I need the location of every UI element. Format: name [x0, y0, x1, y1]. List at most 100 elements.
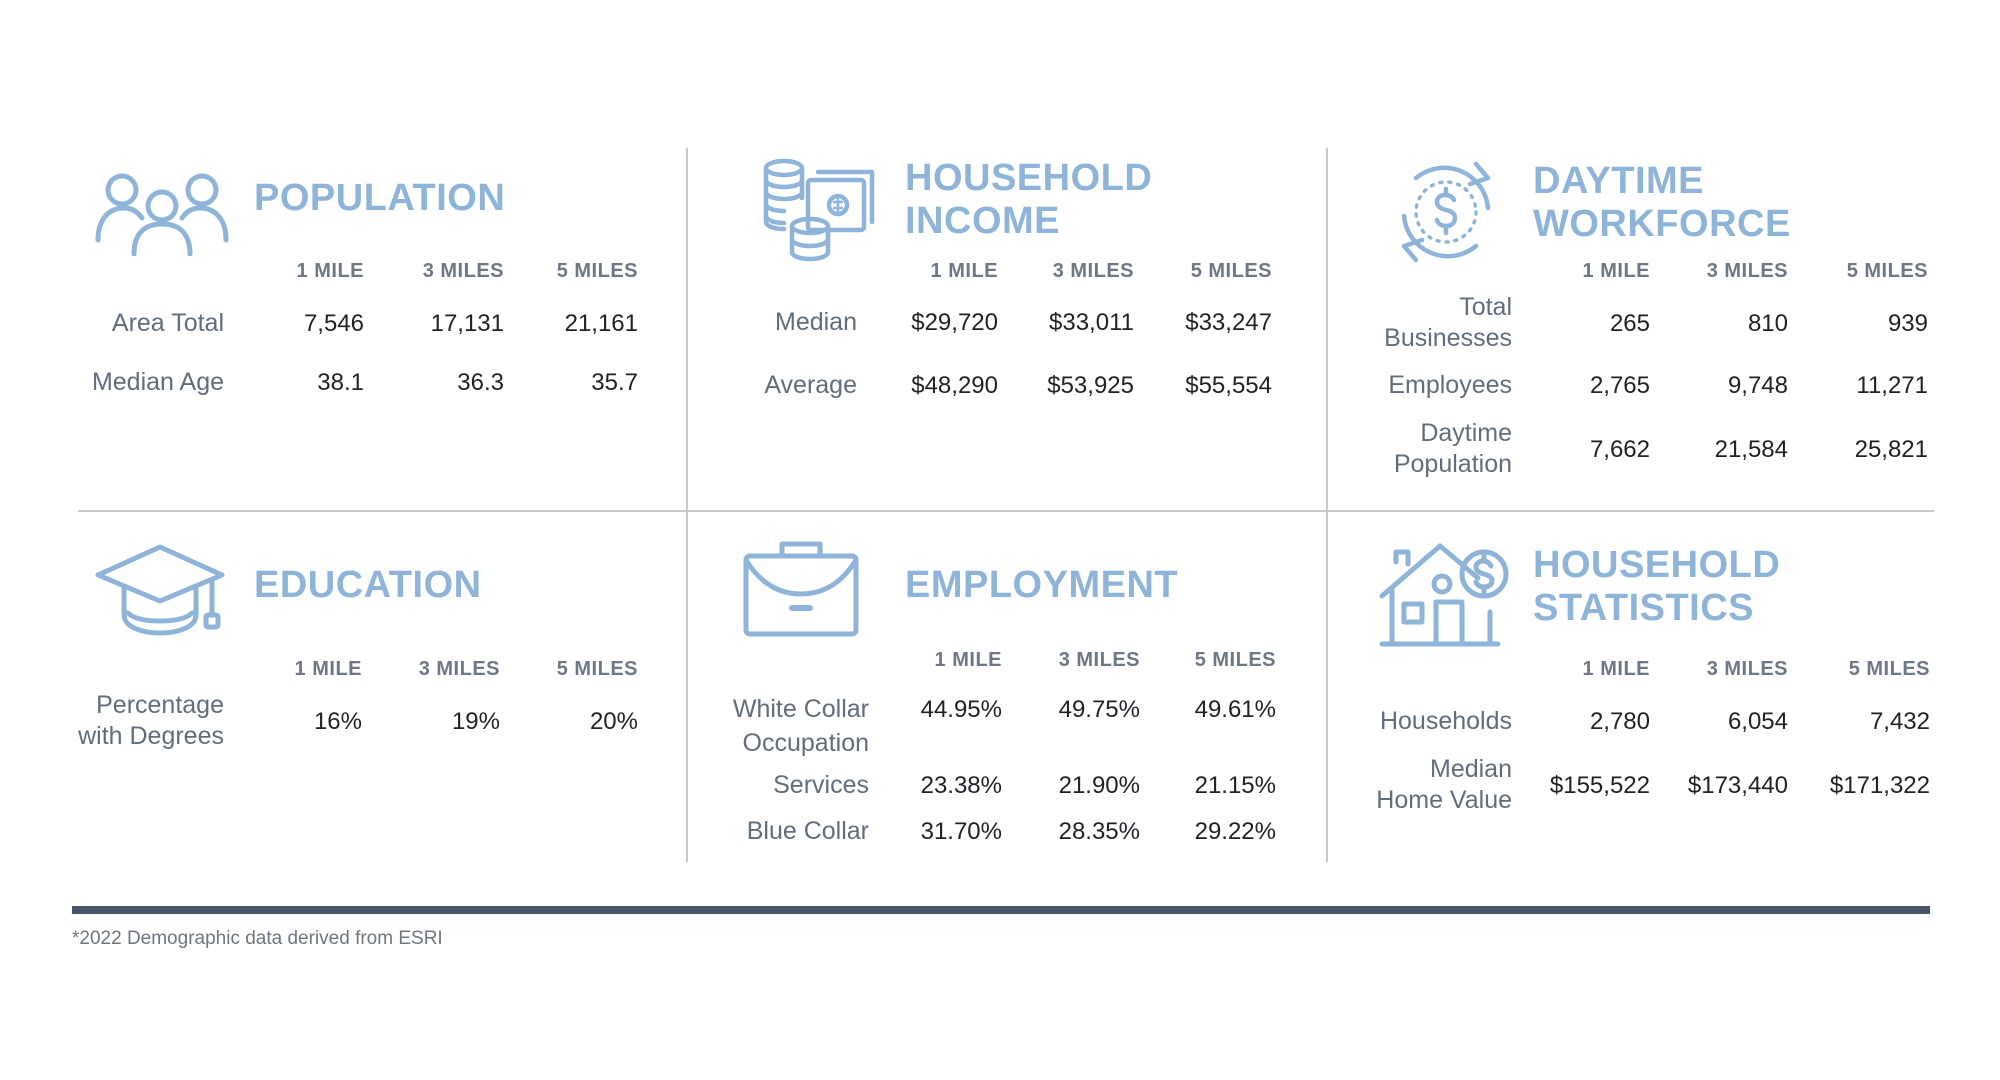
employment-header-5miles: 5 MILES [1194, 649, 1276, 671]
education-value: 19% [451, 708, 500, 735]
workforce-value: 265 [1609, 310, 1650, 337]
education-header-3miles: 3 MILES [418, 658, 500, 680]
workforce-value: 7,662 [1589, 436, 1650, 463]
employment-header-3miles: 3 MILES [1058, 649, 1140, 671]
employment-row-label: Services [649, 770, 869, 801]
population-value: 36.3 [457, 369, 504, 396]
employment-row-label-line: Occupation [742, 729, 869, 757]
employment-value: 49.75% [1058, 696, 1140, 723]
workforce-row-label-line: Employees [1388, 371, 1512, 399]
education-row-label: Percentage with Degrees [4, 690, 224, 752]
household-stats-title-line2: STATISTICS [1533, 587, 1755, 629]
household-stats-row-label: Median Home Value [1292, 754, 1512, 816]
population-value: 38.1 [317, 369, 364, 396]
household-stats-header-1mile: 1 MILE [1582, 658, 1650, 680]
workforce-row-label-line: Daytime [1420, 419, 1512, 447]
employment-value: 21.90% [1058, 772, 1140, 799]
employment-value: 21.15% [1194, 772, 1276, 799]
workforce-row-label: Employees [1292, 370, 1512, 401]
household-stats-row-label-line: Households [1379, 707, 1512, 735]
workforce-header-5miles: 5 MILES [1846, 260, 1928, 282]
population-value: 35.7 [591, 369, 638, 396]
workforce-value: 810 [1747, 310, 1788, 337]
graduation-cap-icon [95, 544, 225, 636]
workforce-title-line1: DAYTIME [1533, 160, 1705, 202]
workforce-value: 2,765 [1589, 372, 1650, 399]
workforce-header-3miles: 3 MILES [1706, 260, 1788, 282]
employment-row-label-line: Services [773, 771, 869, 799]
household-stats-header-3miles: 3 MILES [1706, 658, 1788, 680]
education-value: 16% [313, 708, 362, 735]
employment-row-label: Blue Collar [649, 816, 869, 847]
employment-row-label-line: White Collar [732, 695, 869, 723]
income-value: $48,290 [911, 372, 998, 399]
household-stats-value: $173,440 [1687, 772, 1788, 799]
income-value: $55,554 [1185, 372, 1272, 399]
population-header-5miles: 5 MILES [556, 260, 638, 282]
household-stats-value: 7,432 [1869, 708, 1930, 735]
population-row-label: Median Age [91, 368, 224, 396]
income-value: $29,720 [911, 309, 998, 336]
workforce-value: 21,584 [1714, 436, 1788, 463]
population-value: 21,161 [564, 310, 638, 337]
coins-and-cash-icon [763, 158, 875, 262]
workforce-value: 25,821 [1854, 436, 1928, 463]
people-group-icon [95, 173, 229, 256]
population-value: 17,131 [430, 310, 504, 337]
dollar-cycle-icon [1401, 161, 1491, 263]
income-header-3miles: 3 MILES [1052, 260, 1134, 282]
household-stats-value: 6,054 [1727, 708, 1788, 735]
employment-value: 44.95% [920, 696, 1002, 723]
household-stats-value: $171,322 [1829, 772, 1930, 799]
house-dollar-icon [1379, 543, 1509, 647]
household-income-title-line1: HOUSEHOLD [905, 157, 1153, 199]
population-row-label: Area Total [111, 309, 224, 337]
workforce-header-1mile: 1 MILE [1582, 260, 1650, 282]
employment-value: 28.35% [1058, 818, 1140, 845]
population-title: POPULATION [254, 177, 506, 219]
employment-value: 23.38% [920, 772, 1002, 799]
column-divider-2 [1326, 148, 1328, 862]
column-divider-1 [686, 148, 688, 862]
income-header-1mile: 1 MILE [930, 260, 998, 282]
household-income-title-line2: INCOME [905, 200, 1060, 242]
workforce-value: 9,748 [1727, 372, 1788, 399]
footer-rule [72, 906, 1930, 914]
workforce-row-label-line: Total [1459, 293, 1512, 321]
population-value: 7,546 [303, 310, 364, 337]
population-header-1mile: 1 MILE [296, 260, 364, 282]
household-stats-value: $155,522 [1549, 772, 1650, 799]
income-value: $33,011 [1049, 309, 1134, 336]
employment-title: EMPLOYMENT [905, 564, 1179, 606]
education-value: 20% [589, 708, 638, 735]
employment-header-1mile: 1 MILE [934, 649, 1002, 671]
workforce-row-label: Total Businesses [1292, 292, 1512, 354]
briefcase-icon [743, 541, 859, 637]
household-stats-row-label: Households [1292, 706, 1512, 737]
employment-value: 31.70% [920, 818, 1002, 845]
education-title: EDUCATION [254, 564, 482, 606]
income-value: $33,247 [1185, 309, 1272, 336]
employment-row-label: White Collar Occupation [649, 692, 869, 760]
population-header-3miles: 3 MILES [422, 260, 504, 282]
education-row-label-line: Percentage [96, 691, 224, 719]
workforce-value: 939 [1887, 310, 1928, 337]
employment-value: 29.22% [1194, 818, 1276, 845]
workforce-row-label-line: Population [1393, 450, 1512, 478]
workforce-title-line2: WORKFORCE [1533, 203, 1791, 245]
source-footnote: *2022 Demographic data derived from ESRI [72, 928, 443, 949]
education-row-label-line: with Degrees [78, 722, 224, 750]
workforce-row-label: Daytime Population [1292, 418, 1512, 480]
income-value: $53,925 [1047, 372, 1134, 399]
income-row-label: Median [775, 308, 857, 336]
household-stats-row-label-line: Median [1430, 755, 1512, 783]
education-header-5miles: 5 MILES [556, 658, 638, 680]
household-stats-title-line1: HOUSEHOLD [1533, 544, 1781, 586]
household-stats-header-5miles: 5 MILES [1848, 658, 1930, 680]
workforce-row-label-line: Businesses [1384, 324, 1512, 352]
education-header-1mile: 1 MILE [294, 658, 362, 680]
household-stats-value: 2,780 [1589, 708, 1650, 735]
income-header-5miles: 5 MILES [1190, 260, 1272, 282]
household-stats-row-label-line: Home Value [1376, 786, 1512, 814]
workforce-value: 11,271 [1856, 372, 1928, 399]
